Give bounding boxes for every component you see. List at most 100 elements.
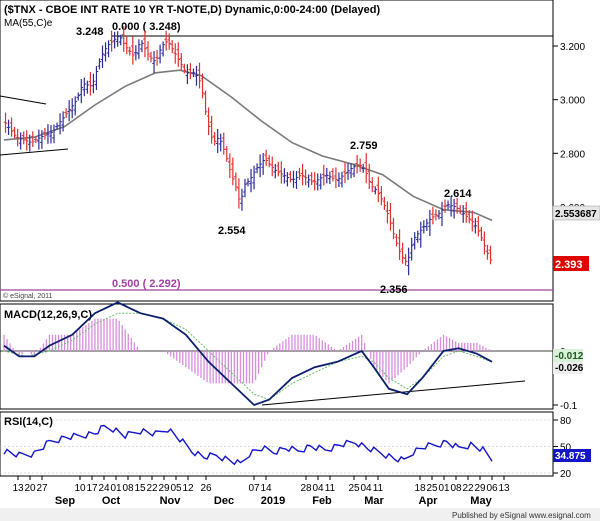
x-day-label: 06 (486, 483, 498, 494)
ohlc-bar (449, 195, 453, 217)
ohlc-bar (294, 171, 299, 189)
x-day-label: 05 (170, 483, 182, 494)
ohlc-bar (164, 30, 168, 51)
ohlc-bar (382, 196, 387, 210)
ohlc-bar (58, 113, 62, 135)
annotation-fib-0: 0.000 ( 3.248) (112, 21, 181, 33)
ohlc-bar (361, 163, 365, 173)
ohlc-bar (61, 111, 65, 132)
ohlc-bar (118, 34, 123, 46)
rsi-line-layer (3, 424, 493, 466)
ohlc-bar (415, 230, 420, 243)
ohlc-bar (191, 68, 196, 78)
ohlc-bar (331, 168, 335, 182)
ohlc-bar (73, 96, 78, 116)
footer-bar (0, 508, 600, 521)
x-month-label: Mar (364, 495, 384, 507)
annotation-high-2759: 2.759 (350, 140, 378, 152)
rsi-label: RSI(14,C) (4, 416, 53, 428)
ohlc-bar (379, 186, 384, 206)
ohlc-bar (276, 161, 281, 177)
x-day-label: 18 (414, 483, 426, 494)
footer-text: Published by eSignal www.esignal.com (452, 511, 591, 520)
x-day-label: 01 (110, 483, 122, 494)
ohlc-bar (240, 188, 244, 211)
x-month-label: Apr (419, 495, 439, 507)
ohlc-bar (346, 163, 350, 180)
ohlc-bar (70, 98, 74, 119)
rsi-tag-text: 34.875 (555, 451, 586, 462)
signal-tag (553, 362, 583, 374)
ohlc-bar (246, 178, 250, 187)
x-day-label: 10 (74, 483, 86, 494)
ohlc-bar (203, 90, 208, 115)
ohlc-bar (249, 168, 253, 193)
ohlc-bar (328, 171, 332, 185)
ohlc-bar (279, 161, 284, 184)
x-day-label: 08 (450, 483, 462, 494)
ohlc-bar (400, 242, 405, 264)
ohlc-bar (264, 149, 268, 166)
ohlc-bar (200, 73, 205, 99)
ohlc-bar (358, 158, 362, 172)
ohlc-bar (127, 46, 132, 56)
x-day-label: 22 (146, 483, 158, 494)
price-panel: ($TNX - CBOE INT RATE 10 YR T-NOTE,D) Dy… (0, 0, 600, 302)
x-day-label: 11 (373, 483, 384, 494)
annotation-high-value: 3.248 (76, 26, 104, 38)
ohlc-bar (312, 172, 317, 191)
rsi-tick-label: 80 (560, 416, 572, 427)
ohlc-bar (212, 131, 217, 146)
x-day-label: 13 (12, 483, 24, 494)
x-day-label: 26 (200, 483, 212, 494)
ohlc-bar (243, 178, 247, 198)
ohlc-bar (394, 233, 399, 247)
ohlc-bar (406, 247, 411, 276)
rsi-tag (553, 449, 591, 462)
ohlc-bar (485, 244, 490, 260)
ohlc-bar (409, 237, 414, 261)
annotation-low-2356: 2.356 (380, 284, 408, 296)
x-day-label: 29 (474, 483, 486, 494)
ohlc-bar (458, 205, 462, 215)
ohlc-bar (479, 226, 484, 242)
ma55-layer (3, 69, 493, 222)
price-bars-layer (3, 26, 493, 276)
ohlc-bar (270, 156, 275, 177)
ohlc-bar (194, 65, 199, 86)
x-month-label: Oct (102, 495, 121, 507)
ohlc-bar (300, 163, 305, 186)
macd-lines-layer (3, 301, 493, 407)
ohlc-bar (124, 36, 129, 55)
ohlc-bar (97, 58, 102, 70)
x-day-label: 29 (158, 483, 170, 494)
ohlc-bar (443, 199, 447, 213)
ohlc-bar (440, 201, 444, 227)
ohlc-bar (76, 92, 81, 101)
ohlc-bar (467, 209, 472, 224)
ohlc-bar (473, 218, 478, 234)
x-month-label: Nov (160, 495, 182, 507)
ohlc-bar (176, 42, 181, 67)
ohlc-bar (391, 217, 396, 240)
ohlc-bar (197, 62, 202, 89)
trendline-lower (0, 148, 69, 156)
ohlc-bar (158, 44, 162, 64)
x-day-label: 07 (248, 483, 260, 494)
ohlc-bar (15, 128, 20, 147)
ohlc-bar (306, 174, 311, 188)
ohlc-bar (112, 31, 117, 49)
ohlc-bar (27, 134, 32, 152)
x-day-label: 12 (182, 483, 194, 494)
ohlc-bar (52, 124, 56, 144)
x-month-label: Sep (55, 495, 75, 507)
x-day-label: 17 (86, 483, 98, 494)
last-price-tag (553, 256, 589, 271)
ohlc-bar (18, 132, 23, 150)
ohlc-bar (179, 52, 184, 71)
ohlc-bar (267, 155, 272, 168)
ohlc-bar (228, 153, 232, 179)
ohlc-bar (343, 162, 347, 184)
ohlc-bar (91, 73, 96, 94)
